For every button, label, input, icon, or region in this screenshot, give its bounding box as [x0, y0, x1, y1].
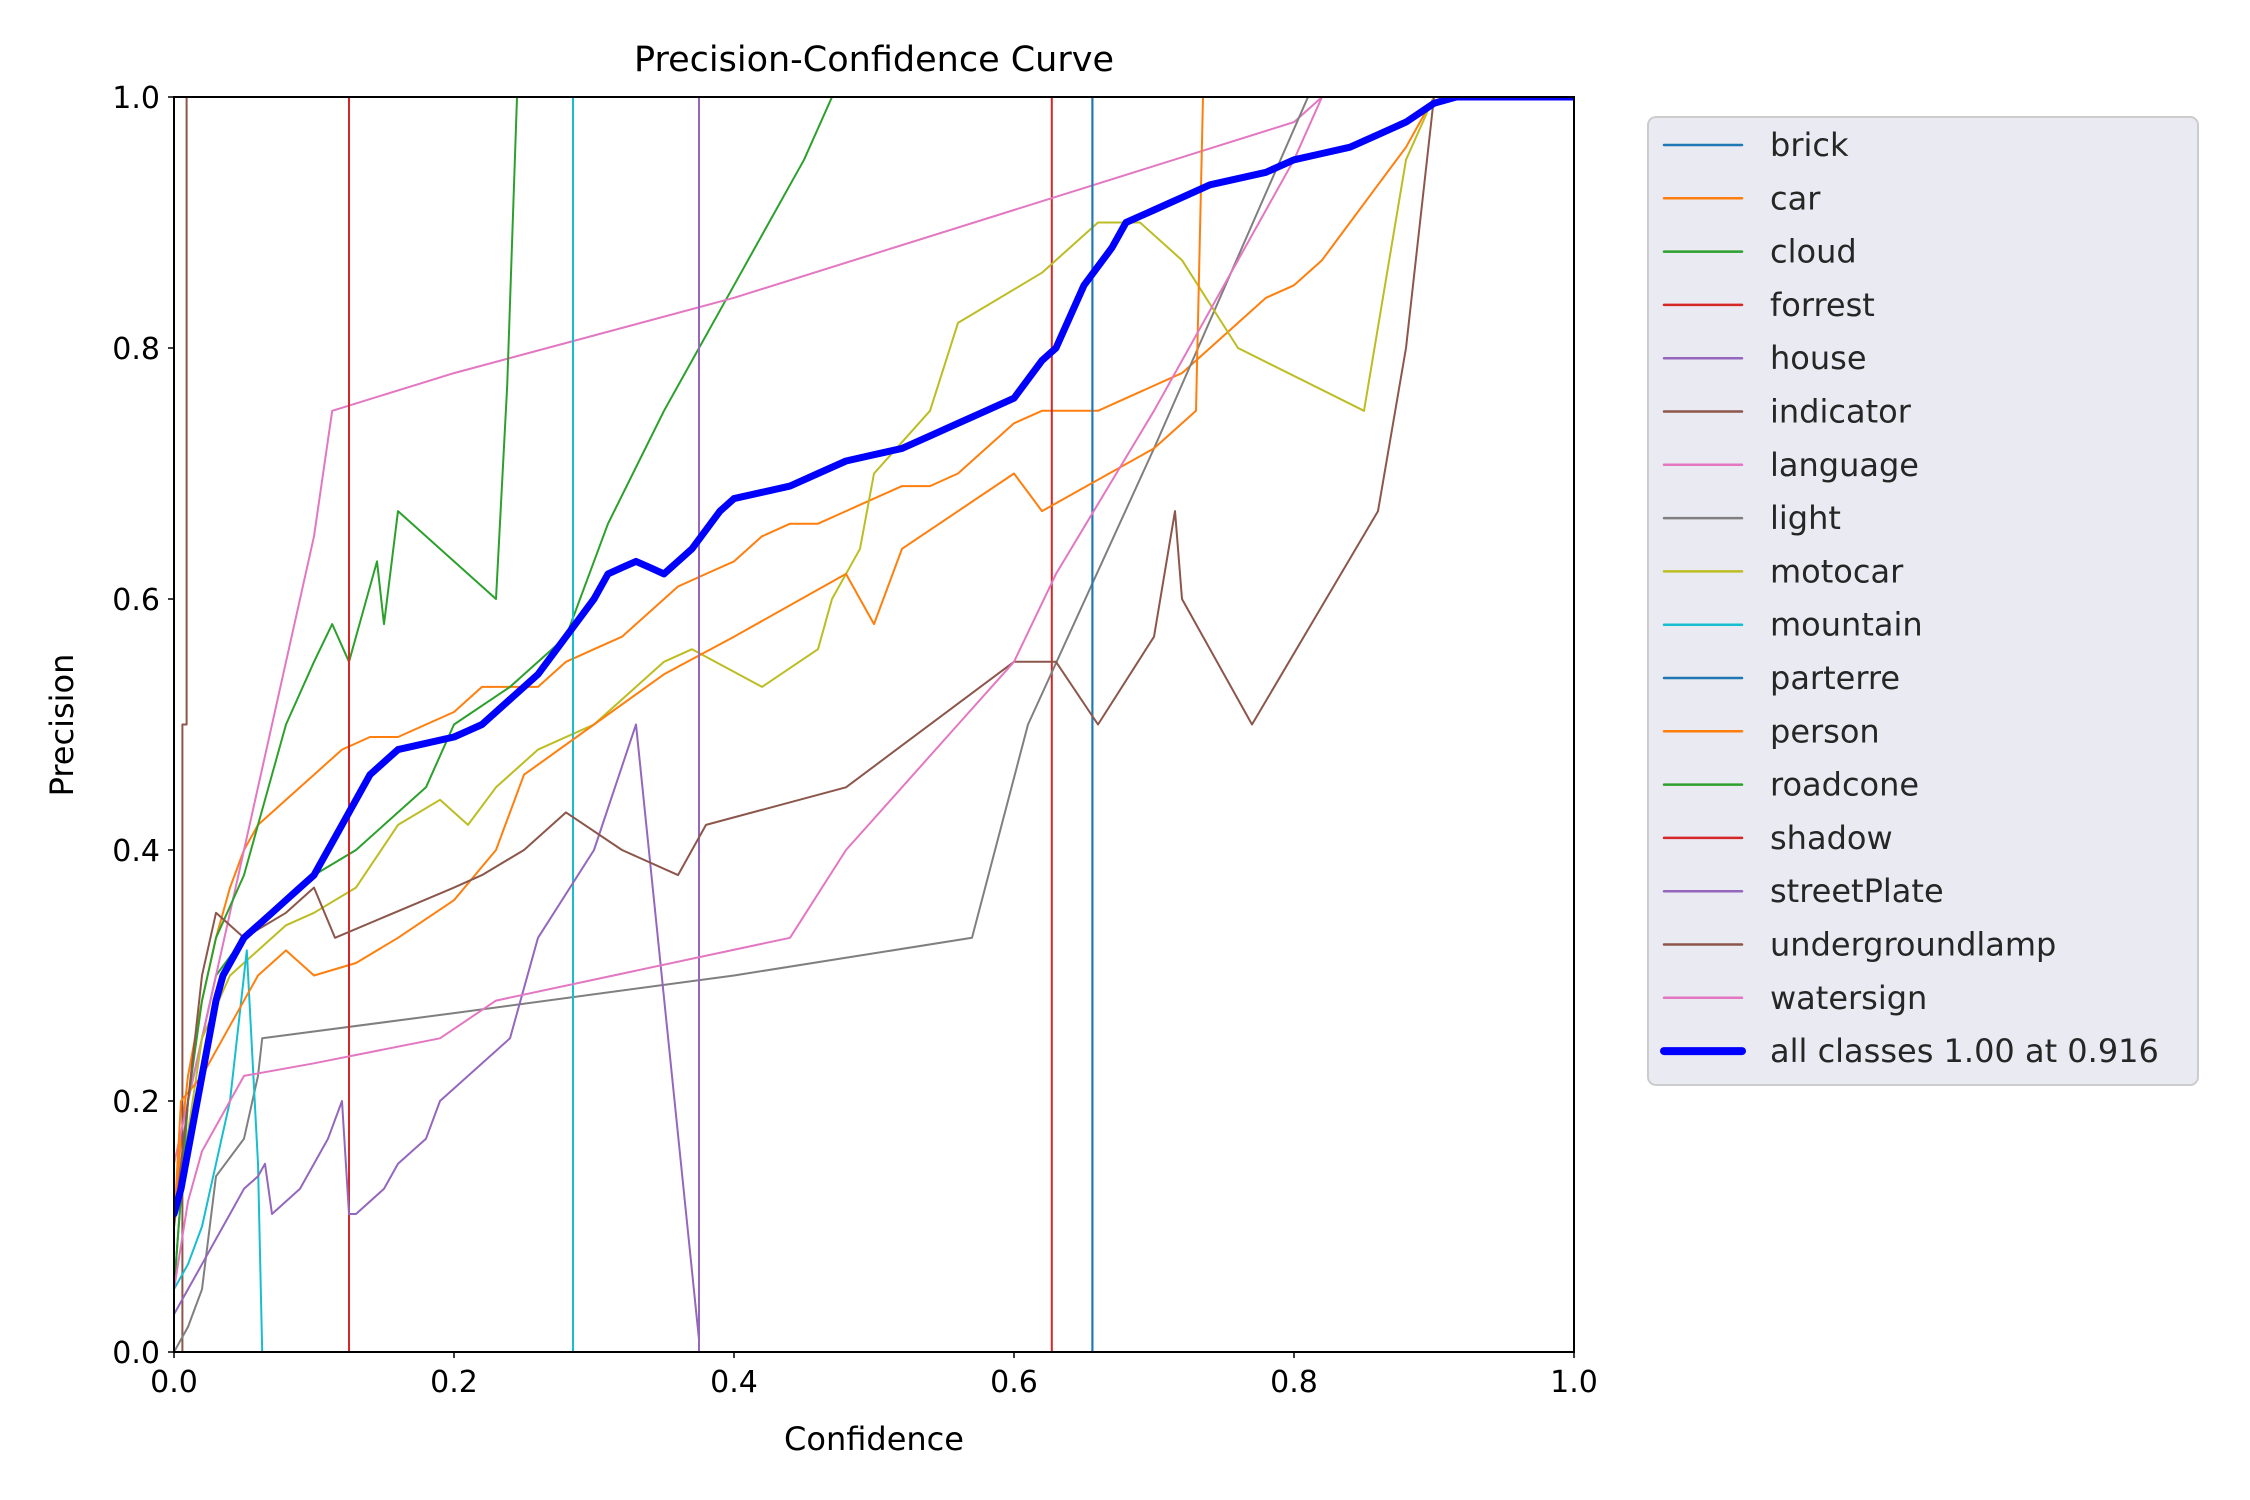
series-line-mountain: [174, 97, 1574, 1352]
legend: brick car cloud forrest house indicator langua…: [1647, 116, 2199, 1086]
x-axis: 0.0 0.2 0.4 0.6 0.8 1.0: [150, 1352, 1598, 1400]
x-tick-label: 0.4: [710, 1365, 758, 1400]
y-axis-title: Precision: [43, 654, 81, 797]
x-axis-title: Confidence: [784, 1420, 964, 1458]
legend-label-house: house: [1770, 339, 1867, 377]
legend-label-undergroundlamp: undergroundlamp: [1770, 926, 2056, 964]
y-tick-label: 0.4: [112, 834, 160, 869]
legend-label-indicator: indicator: [1770, 393, 1912, 431]
series-line-all-classes-1-00-at-0-916: [174, 97, 1574, 1218]
series-line-watersign: [174, 97, 1574, 1291]
legend-label-all-classes-1-00-at-0-916: all classes 1.00 at 0.916: [1770, 1032, 2159, 1070]
series-line-shadow: [174, 97, 1574, 1352]
legend-label-person: person: [1770, 712, 1880, 750]
x-tick-label: 0.2: [430, 1365, 478, 1400]
plot-frame: [173, 96, 1575, 1353]
series-line-forrest: [174, 97, 1574, 1352]
legend-label-language: language: [1770, 446, 1919, 484]
y-tick-label: 0.0: [112, 1336, 160, 1371]
y-tick-label: 0.6: [112, 583, 160, 618]
legend-label-parterre: parterre: [1770, 659, 1900, 697]
x-tick-label: 0.8: [1270, 1365, 1318, 1400]
y-axis: 0.0 0.2 0.4 0.6 0.8 1.0: [112, 81, 174, 1371]
series-line-parterre: [174, 97, 1574, 1352]
series-line-roadcone: [174, 97, 1574, 1291]
series-line-car: [174, 97, 1574, 1228]
legend-label-brick: brick: [1770, 126, 1849, 164]
legend-items: brick car cloud forrest house indicator langua…: [1660, 126, 2159, 1070]
y-tick-label: 1.0: [112, 81, 160, 116]
series-line-streetplate: [174, 97, 1574, 1341]
legend-label-forrest: forrest: [1770, 286, 1875, 324]
plot-area: [174, 97, 1574, 1352]
legend-label-cloud: cloud: [1770, 233, 1857, 271]
legend-label-roadcone: roadcone: [1770, 766, 1919, 804]
series-layer: [174, 97, 1574, 1352]
series-line-person: [174, 97, 1574, 1228]
series-line-motocar: [174, 97, 1574, 1228]
legend-label-mountain: mountain: [1770, 606, 1923, 644]
series-line-indicator: [174, 97, 1574, 1352]
legend-label-shadow: shadow: [1770, 819, 1893, 857]
y-tick-label: 0.8: [112, 332, 160, 367]
legend-box: [1647, 116, 2199, 1086]
y-tick-label: 0.2: [112, 1085, 160, 1120]
x-tick-label: 1.0: [1550, 1365, 1598, 1400]
chart-title: Precision-Confidence Curve: [634, 40, 1114, 80]
legend-label-motocar: motocar: [1770, 552, 1904, 590]
legend-label-watersign: watersign: [1770, 979, 1927, 1017]
series-line-light: [174, 97, 1574, 1352]
legend-label-car: car: [1770, 179, 1821, 217]
x-tick-label: 0.0: [150, 1365, 198, 1400]
legend-label-light: light: [1770, 499, 1841, 537]
legend-label-streetplate: streetPlate: [1770, 872, 1944, 910]
x-tick-label: 0.6: [990, 1365, 1038, 1400]
